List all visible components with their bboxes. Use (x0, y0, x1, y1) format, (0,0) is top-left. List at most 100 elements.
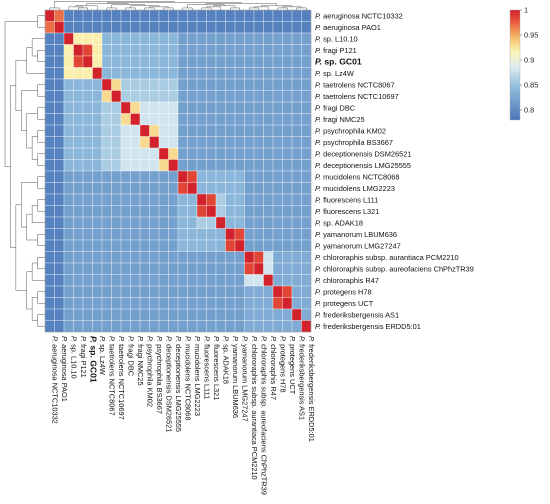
heatmap-cell (82, 239, 93, 252)
heatmap-cell (282, 239, 293, 252)
heatmap-cell (82, 216, 93, 229)
heatmap-cell (272, 136, 283, 149)
heatmap-cell (149, 274, 160, 287)
heatmap-cell (130, 147, 141, 160)
heatmap-cell (272, 21, 283, 34)
heatmap-cell (177, 216, 188, 229)
heatmap-cell (244, 228, 255, 241)
heatmap-cell (54, 205, 65, 218)
row-label: P. protegens UCT (315, 299, 374, 308)
heatmap-cell (168, 21, 179, 34)
heatmap-cell (187, 239, 198, 252)
heatmap-cell (263, 101, 274, 114)
heatmap-cell (253, 239, 264, 252)
heatmap-cell (168, 113, 179, 126)
heatmap-cell (130, 262, 141, 275)
heatmap-cell (225, 124, 236, 137)
heatmap-cell (44, 170, 55, 183)
column-label: P. fluorescens L111 (202, 336, 211, 399)
heatmap-cell (206, 297, 217, 310)
heatmap-cell (215, 170, 226, 183)
heatmap-cell (196, 55, 207, 68)
heatmap-cell (73, 239, 84, 252)
column-label: P. chlororaphis subsp. aurantiaca PCM221… (250, 336, 259, 480)
heatmap-cell (92, 182, 103, 195)
heatmap-cell (244, 78, 255, 91)
heatmap-cell (244, 147, 255, 160)
heatmap-cell (82, 32, 93, 45)
heatmap-cell (253, 205, 264, 218)
heatmap-cell (168, 147, 179, 160)
heatmap-cell (111, 285, 122, 298)
heatmap-cell (196, 262, 207, 275)
heatmap-cell (301, 251, 312, 264)
heatmap-cell (92, 55, 103, 68)
heatmap-cell (215, 67, 226, 80)
column-label: P. aeruginosa NCTC10332 (50, 336, 59, 424)
heatmap-cell (187, 44, 198, 57)
heatmap-cell (73, 44, 84, 57)
colorbar: 1 0.95 0.9 0.85 0.8 (509, 6, 538, 121)
heatmap-cell (215, 262, 226, 275)
colorbar-gradient (509, 9, 521, 121)
heatmap-cell (253, 274, 264, 287)
heatmap-cell (101, 159, 112, 172)
heatmap-cell (215, 78, 226, 91)
heatmap-cell (120, 308, 131, 321)
heatmap-cell (149, 9, 160, 22)
heatmap-cell (139, 228, 150, 241)
heatmap-cell (149, 44, 160, 57)
heatmap-cell (130, 182, 141, 195)
heatmap-cell (82, 262, 93, 275)
heatmap-cell (187, 67, 198, 80)
heatmap-cell (215, 205, 226, 218)
heatmap-cell (73, 320, 84, 333)
heatmap-cell (206, 320, 217, 333)
heatmap-cell (187, 136, 198, 149)
heatmap-cell (291, 193, 302, 206)
heatmap-cell (244, 21, 255, 34)
row-label: P. chlororaphis R47 (315, 276, 379, 285)
heatmap-cell (158, 159, 169, 172)
heatmap-cell (263, 90, 274, 103)
heatmap-cell (73, 193, 84, 206)
heatmap-cell (215, 136, 226, 149)
heatmap-cell (215, 55, 226, 68)
heatmap-cell (177, 320, 188, 333)
column-label: P. protegens UCT (288, 336, 297, 395)
heatmap-cell (234, 55, 245, 68)
row-label: P. fluorescens L321 (315, 207, 379, 216)
heatmap-cell (111, 90, 122, 103)
heatmap-cell (63, 170, 74, 183)
heatmap-cell (63, 285, 74, 298)
heatmap-cell (92, 32, 103, 45)
heatmap-cell (187, 55, 198, 68)
heatmap-cell (63, 159, 74, 172)
heatmap-cell (158, 228, 169, 241)
heatmap-cell (206, 251, 217, 264)
heatmap-cell (301, 44, 312, 57)
heatmap-cell (149, 159, 160, 172)
heatmap-cell (92, 205, 103, 218)
row-label: P. sp. L10.10 (315, 34, 358, 43)
heatmap-cell (101, 182, 112, 195)
heatmap-cell (130, 136, 141, 149)
heatmap-cell (158, 78, 169, 91)
heatmap-cell (225, 136, 236, 149)
heatmap-cell (120, 182, 131, 195)
heatmap-cell (225, 101, 236, 114)
heatmap-cell (130, 113, 141, 126)
heatmap-cell (130, 124, 141, 137)
heatmap-cell (168, 44, 179, 57)
heatmap-cell (54, 147, 65, 160)
heatmap-cell (44, 78, 55, 91)
heatmap-cell (44, 159, 55, 172)
heatmap-cell (158, 262, 169, 275)
heatmap-cell (291, 239, 302, 252)
heatmap-cell (111, 9, 122, 22)
heatmap-cell (282, 308, 293, 321)
heatmap-cell (63, 55, 74, 68)
heatmap-cell (54, 159, 65, 172)
heatmap-cell (234, 67, 245, 80)
heatmap-cell (101, 113, 112, 126)
